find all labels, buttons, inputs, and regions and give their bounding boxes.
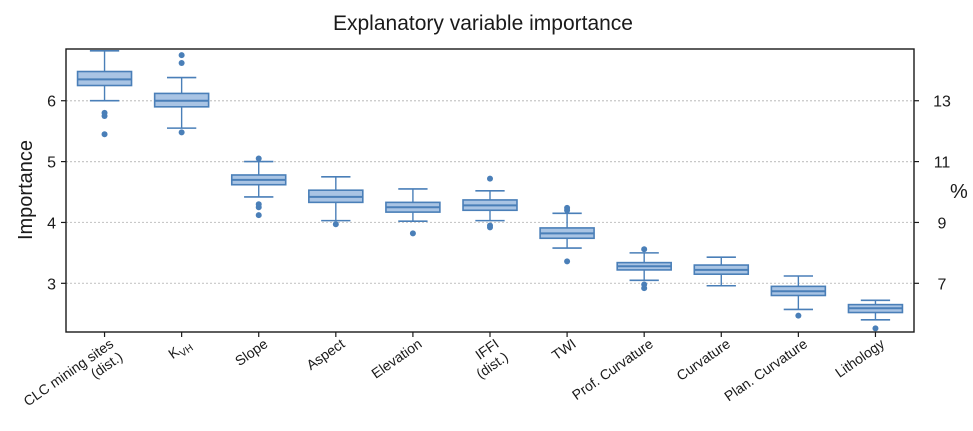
x-tick-label: Curvature xyxy=(673,335,733,383)
x-tick-label: Plan. Curvature xyxy=(721,335,810,404)
x-tick-label: KVH xyxy=(165,335,196,365)
boxplot-9 xyxy=(770,275,827,319)
boxplot-8 xyxy=(693,256,750,287)
y2-axis-title: % xyxy=(950,181,968,203)
x-tick-label: IFFI(dist.) xyxy=(464,335,511,381)
outlier-point xyxy=(487,175,493,182)
outlier-point xyxy=(487,224,493,231)
boxplot-3 xyxy=(308,176,364,228)
outlier-point xyxy=(255,212,262,219)
boxplot-5 xyxy=(462,175,518,231)
y-axis-title: Importance xyxy=(15,140,37,240)
outlier-point xyxy=(101,112,108,119)
outlier-point xyxy=(409,230,416,237)
y2-tick-label: 13 xyxy=(933,94,951,111)
x-tick-label: Slope xyxy=(232,335,271,369)
chart-title: Explanatory variable importance xyxy=(333,12,633,35)
x-tick-label: CLC mining sites(dist.) xyxy=(20,335,125,422)
outlier-point xyxy=(641,246,648,253)
outlier-point xyxy=(255,204,262,211)
boxplots xyxy=(76,50,904,332)
outlier-point xyxy=(795,312,802,319)
y-tick-label: 5 xyxy=(47,155,56,172)
outlier-point xyxy=(178,52,185,59)
outlier-point xyxy=(178,129,185,136)
x-tick-label: TWI xyxy=(549,335,579,363)
x-tick-label: Prof. Curvature xyxy=(569,335,656,403)
boxplot-6 xyxy=(539,204,595,265)
x-axis-labels: CLC mining sites(dist.) KVH Slope Aspect Ele… xyxy=(20,332,887,422)
outlier-point xyxy=(101,131,108,138)
outlier-point xyxy=(564,207,571,214)
boxplot-4 xyxy=(385,188,441,237)
outlier-point xyxy=(872,325,879,332)
y-axis-right: 7 9 11 13 xyxy=(914,94,951,293)
outlier-point xyxy=(178,59,185,66)
x-tick-label: Elevation xyxy=(368,335,424,381)
boxplot-0 xyxy=(76,50,133,138)
boxplot-7 xyxy=(616,246,672,292)
y2-tick-label: 7 xyxy=(938,276,947,293)
y-axis-left: 3 4 5 6 xyxy=(47,94,66,293)
y-tick-label: 3 xyxy=(47,276,56,293)
outlier-point xyxy=(564,258,571,265)
outlier-point xyxy=(641,285,648,292)
y2-tick-label: 9 xyxy=(938,215,947,232)
x-tick-label: Aspect xyxy=(303,335,347,373)
x-tick-label: Lithology xyxy=(832,335,887,380)
outlier-point xyxy=(332,221,339,228)
outlier-point xyxy=(255,155,262,162)
boxplot-10 xyxy=(847,299,904,332)
y-tick-label: 6 xyxy=(47,94,56,111)
boxplot-2 xyxy=(230,155,287,219)
y2-tick-label: 11 xyxy=(934,155,951,172)
y-tick-label: 4 xyxy=(47,215,56,232)
boxplot-1 xyxy=(153,52,210,136)
